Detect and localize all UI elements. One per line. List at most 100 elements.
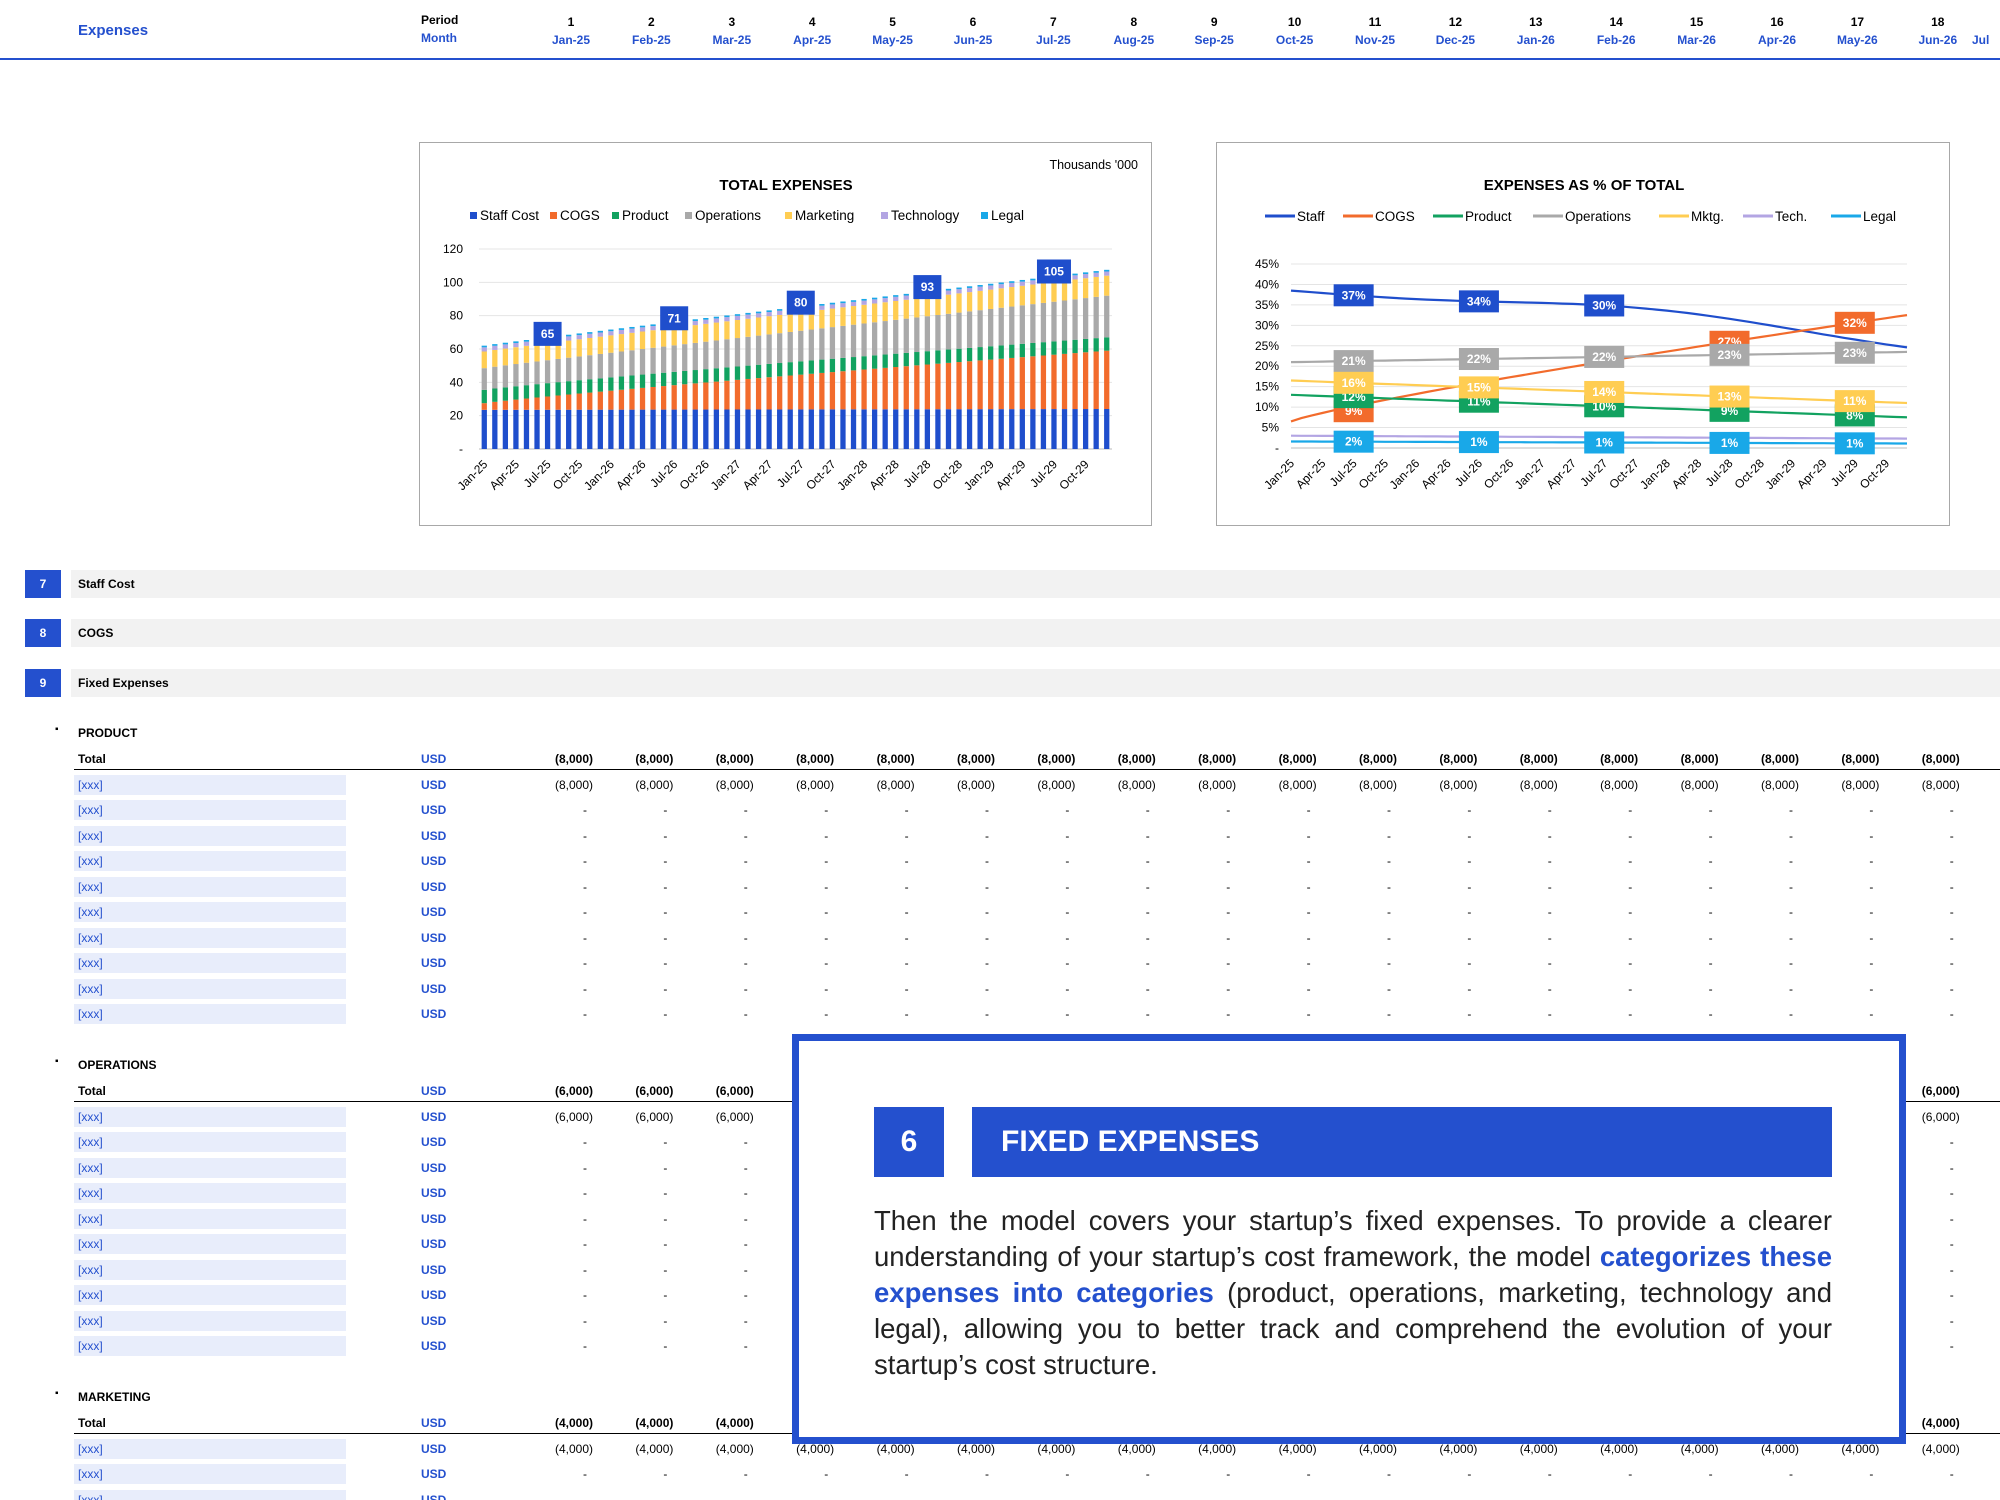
data-label-box bbox=[1333, 284, 1374, 307]
bar-segment bbox=[629, 350, 635, 376]
bar-segment bbox=[819, 359, 825, 373]
period-label: Period bbox=[421, 13, 459, 27]
line-item-input[interactable]: [xxx] bbox=[74, 978, 346, 999]
period-number: 7 bbox=[1050, 15, 1057, 29]
bar-segment bbox=[1019, 285, 1025, 306]
value-cell: - bbox=[1387, 905, 1391, 919]
group-bullet: ▪ bbox=[55, 724, 59, 735]
bar-segment bbox=[502, 365, 509, 388]
bar-segment bbox=[566, 336, 572, 341]
bar-segment bbox=[692, 342, 698, 371]
period-month: Apr-26 bbox=[1757, 33, 1796, 47]
line-item-input[interactable]: [xxx] bbox=[74, 1183, 346, 1203]
bar-segment bbox=[650, 373, 656, 387]
bar-segment bbox=[840, 301, 846, 304]
value-cell: - bbox=[1306, 956, 1311, 970]
section-fixed-expenses[interactable]: 9 Fixed Expenses bbox=[25, 669, 2000, 697]
period-month: Mar-25 bbox=[712, 33, 752, 47]
bar-segment bbox=[1104, 409, 1110, 449]
bar-segment bbox=[618, 351, 625, 377]
table-row: [xxx] USD - - - - - - - - - - - - - - - - - - - bbox=[0, 822, 2000, 847]
bar-segment bbox=[840, 371, 846, 410]
bar-segment bbox=[587, 332, 593, 334]
line-item-input[interactable]: [xxx] bbox=[74, 1310, 346, 1331]
value-cell: - bbox=[1467, 956, 1472, 970]
value-cell: (8,000) bbox=[1439, 777, 1478, 792]
legend-entry: COGS bbox=[560, 208, 600, 223]
bar-segment bbox=[745, 365, 751, 379]
line-item-input[interactable]: [xxx] bbox=[74, 1208, 346, 1229]
x-tick-label: Apr-25 bbox=[487, 457, 523, 493]
bar-segment bbox=[703, 409, 709, 449]
value-cell: - bbox=[1387, 1467, 1391, 1481]
line-item-input[interactable]: [xxx] bbox=[74, 953, 346, 973]
bar-segment bbox=[745, 378, 751, 410]
value-cell: - bbox=[1547, 1007, 1552, 1021]
value-cell: - bbox=[1226, 1007, 1231, 1021]
line-item-input[interactable]: [xxx] bbox=[74, 1489, 346, 1500]
period-number: 11 bbox=[1368, 15, 1382, 29]
data-label: 22% bbox=[1592, 350, 1616, 364]
value-cell: - bbox=[824, 828, 829, 843]
y-tick-label: 40 bbox=[450, 375, 464, 389]
table-row: [xxx] USD - - - - - - - - - - - - - - - - - - - bbox=[0, 924, 2000, 949]
bar-segment bbox=[755, 313, 762, 318]
period-number: 10 bbox=[1287, 15, 1302, 29]
section-label: COGS bbox=[78, 626, 114, 640]
bar-segment bbox=[1072, 339, 1078, 354]
line-item-input[interactable]: [xxx] bbox=[74, 825, 346, 846]
bar-segment bbox=[724, 317, 730, 322]
value-cell: - bbox=[1708, 879, 1713, 894]
bar-segment bbox=[650, 409, 656, 449]
bar-segment bbox=[777, 310, 783, 315]
value-cell: - bbox=[904, 981, 909, 996]
value-cell: (4,000) bbox=[1600, 1441, 1639, 1456]
period-column: 15 Mar-26 bbox=[1662, 13, 1732, 49]
line-item-input[interactable]: [xxx] bbox=[74, 1004, 346, 1024]
x-tick-label: Jul-27 bbox=[1577, 456, 1610, 489]
bar-segment bbox=[1104, 295, 1110, 338]
section-cogs[interactable]: 8 COGS bbox=[25, 619, 2000, 647]
line-item-input[interactable]: [xxx] bbox=[74, 851, 346, 871]
bar-segment bbox=[576, 393, 582, 410]
x-tick-label: Jan-27 bbox=[708, 457, 744, 493]
bar-segment bbox=[1051, 354, 1057, 410]
bar-segment bbox=[998, 307, 1004, 346]
data-label: 1% bbox=[1721, 436, 1739, 450]
line-item-input[interactable]: [xxx] bbox=[74, 774, 346, 795]
value-cell: - bbox=[663, 981, 668, 996]
x-tick-label: Jul-27 bbox=[774, 457, 807, 490]
line-item-input[interactable]: [xxx] bbox=[74, 1438, 346, 1459]
bar-segment bbox=[777, 309, 783, 311]
line-item-input[interactable]: [xxx] bbox=[74, 1464, 346, 1484]
table-row: [xxx] USD - - - - - - - - - - - - - - - - - - - bbox=[0, 847, 2000, 872]
section-staff-cost[interactable]: 7 Staff Cost bbox=[25, 570, 2000, 598]
line-item-input[interactable]: [xxx] bbox=[74, 1285, 346, 1305]
line-item-input[interactable]: [xxx] bbox=[74, 1336, 346, 1356]
value-cell: (4,000) bbox=[956, 1441, 995, 1456]
chart-title: TOTAL EXPENSES bbox=[719, 177, 852, 194]
bar-segment bbox=[1040, 355, 1047, 410]
bar-segment bbox=[798, 409, 804, 449]
period-number: 1 bbox=[567, 15, 575, 29]
bar-segment bbox=[682, 344, 688, 371]
bar-segment bbox=[1061, 300, 1068, 341]
value-cell: - bbox=[1387, 803, 1391, 817]
line-item-input[interactable]: [xxx] bbox=[74, 902, 346, 922]
value-cell: - bbox=[1628, 956, 1633, 970]
line-item-input[interactable]: [xxx] bbox=[74, 1106, 346, 1127]
line-item-input[interactable]: [xxx] bbox=[74, 1234, 346, 1254]
value-cell: - bbox=[1970, 1234, 2000, 1254]
line-item-input[interactable]: [xxx] bbox=[74, 800, 346, 820]
line-item-input[interactable]: [xxx] bbox=[74, 876, 346, 897]
bar-segment bbox=[945, 288, 952, 291]
bar-segment bbox=[893, 409, 899, 449]
line-item-input[interactable]: [xxx] bbox=[74, 1132, 346, 1152]
data-label-box bbox=[1458, 376, 1499, 399]
line-item-input[interactable]: [xxx] bbox=[74, 1259, 346, 1280]
line-item-input[interactable]: [xxx] bbox=[74, 927, 346, 948]
value-cell: (8,000) bbox=[1760, 777, 1799, 792]
bar-segment bbox=[745, 409, 751, 449]
value-cell: - bbox=[1387, 1492, 1391, 1500]
line-item-input[interactable]: [xxx] bbox=[74, 1157, 346, 1178]
